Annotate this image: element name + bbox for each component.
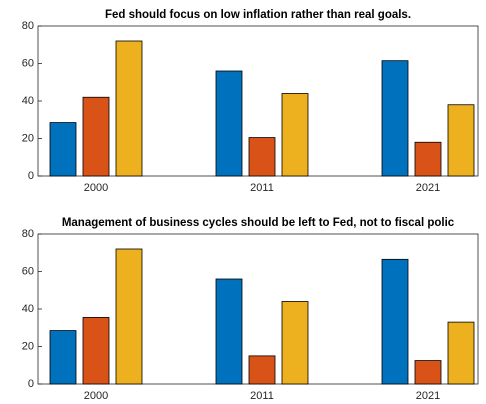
chart-title: Management of business cycles should be … — [62, 217, 455, 229]
x-tick-label: 2021 — [416, 390, 440, 402]
bar — [248, 355, 276, 385]
bar — [215, 70, 243, 177]
bar — [215, 278, 243, 385]
y-tick-label: 80 — [22, 228, 34, 240]
bar — [49, 330, 77, 385]
bar — [381, 258, 409, 385]
bar — [115, 40, 143, 177]
bar — [447, 321, 475, 385]
bar — [414, 360, 442, 385]
chart-title: Fed should focus on low inflation rather… — [105, 9, 411, 21]
bar — [381, 60, 409, 177]
y-tick-label: 40 — [22, 95, 34, 107]
bar — [49, 122, 77, 177]
y-tick-label: 80 — [22, 20, 34, 32]
x-tick-label: 2011 — [250, 390, 274, 402]
y-tick-label: 40 — [22, 303, 34, 315]
y-tick-label: 20 — [22, 340, 34, 352]
bar — [447, 104, 475, 177]
y-tick-label: 60 — [22, 57, 34, 69]
y-tick-label: 0 — [28, 378, 34, 390]
y-tick-label: 20 — [22, 132, 34, 144]
x-tick-label: 2000 — [84, 390, 108, 402]
x-tick-label: 2011 — [250, 182, 274, 194]
bar — [414, 141, 442, 177]
bar — [115, 248, 143, 385]
bar — [82, 96, 110, 177]
bar — [82, 317, 110, 385]
y-tick-label: 0 — [28, 170, 34, 182]
bar — [248, 137, 276, 177]
x-tick-label: 2021 — [416, 182, 440, 194]
bar — [281, 301, 309, 385]
x-tick-label: 2000 — [84, 182, 108, 194]
bar — [281, 93, 309, 177]
y-tick-label: 60 — [22, 265, 34, 277]
